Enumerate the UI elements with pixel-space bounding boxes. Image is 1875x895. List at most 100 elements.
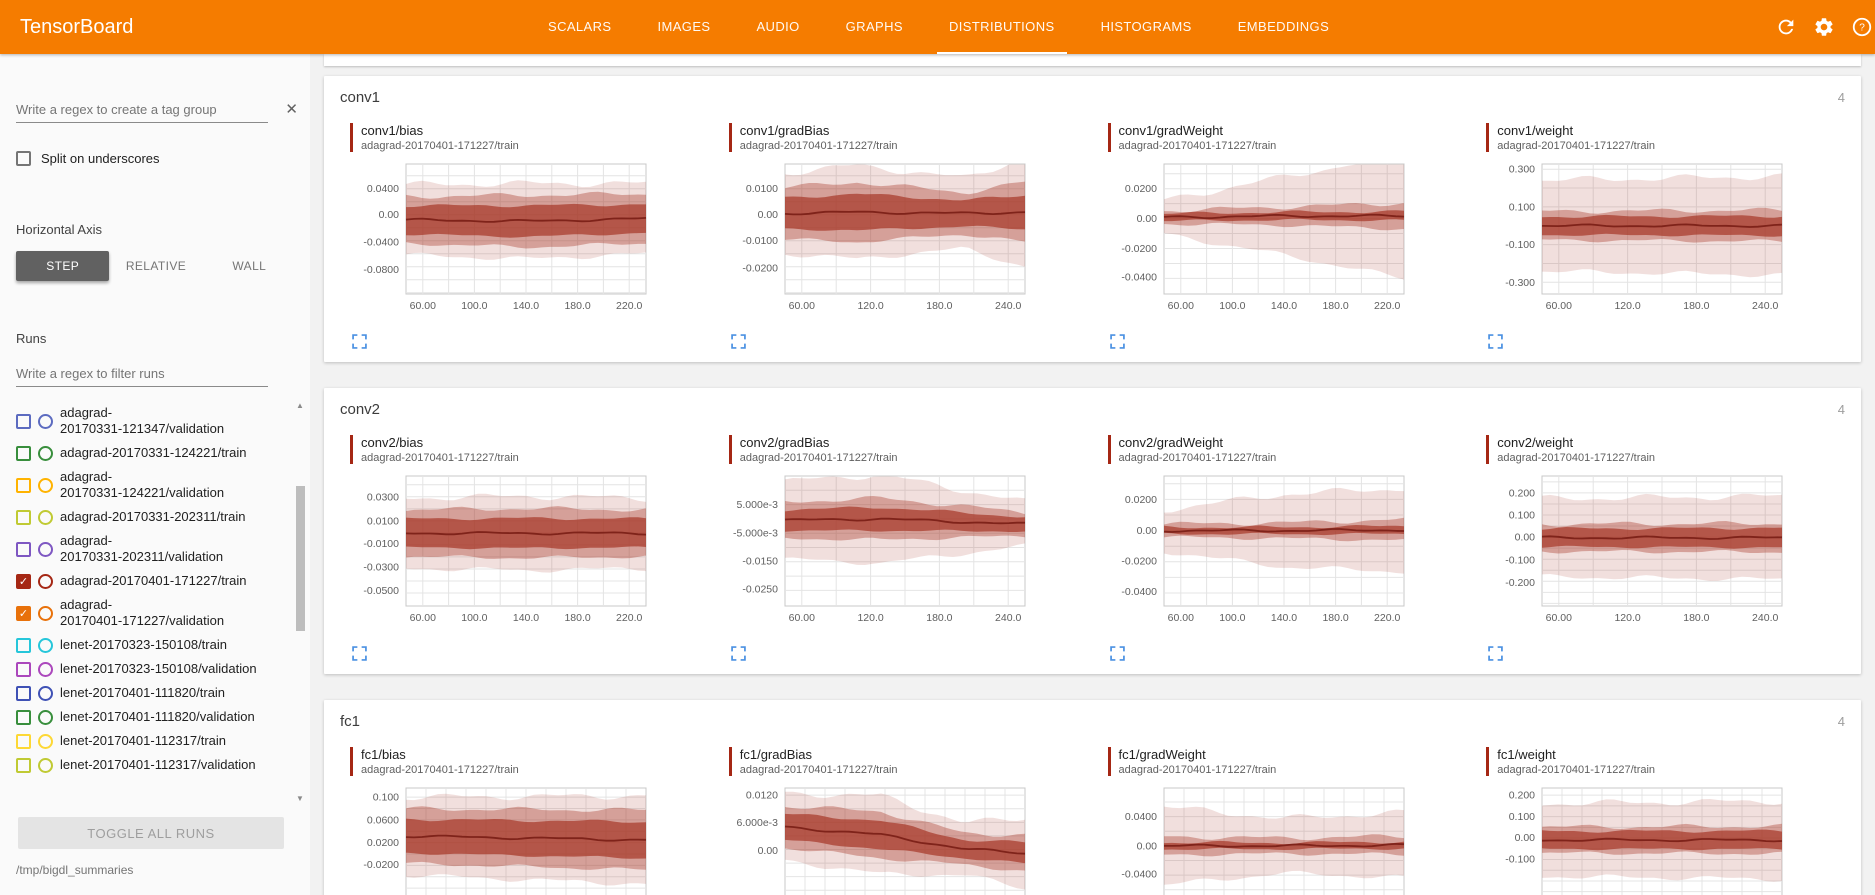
run-checkbox[interactable] — [16, 661, 31, 677]
haxis-wall-button[interactable]: WALL — [203, 251, 296, 281]
expand-icon[interactable] — [730, 334, 747, 350]
run-radio[interactable] — [38, 605, 53, 621]
run-radio[interactable] — [38, 509, 53, 525]
section-header[interactable]: conv2 4 — [324, 388, 1861, 429]
expand-icon[interactable] — [1488, 646, 1504, 662]
chart-title: conv2/gradBias — [739, 435, 830, 450]
tab-scalars[interactable]: SCALARS — [548, 19, 612, 34]
runs-scrollbar[interactable]: ▲ ▼ — [294, 401, 308, 805]
run-item[interactable]: adagrad- 20170331-202311/validation — [16, 529, 284, 569]
tab-audio[interactable]: AUDIO — [756, 19, 800, 34]
scroll-down-icon[interactable]: ▼ — [296, 794, 304, 803]
expand-icon[interactable] — [1109, 646, 1126, 662]
run-item[interactable]: ✓ adagrad-20170401-171227/train — [16, 569, 284, 593]
tab-images[interactable]: IMAGES — [657, 19, 711, 34]
run-label: lenet-20170323-150108/train — [60, 637, 227, 652]
tab-histograms[interactable]: HISTOGRAMS — [1100, 19, 1192, 34]
chart-title-block: conv2/bias adagrad-20170401-171227/train — [350, 435, 709, 464]
svg-text:0.0400: 0.0400 — [367, 183, 399, 195]
run-radio[interactable] — [38, 709, 53, 725]
horizontal-axis-label: Horizontal Axis — [16, 222, 102, 237]
run-checkbox[interactable] — [16, 509, 31, 525]
run-checkbox[interactable] — [16, 637, 31, 653]
svg-text:180.0: 180.0 — [564, 612, 590, 624]
chart-conv2-weight: conv2/weight adagrad-20170401-171227/trai… — [1476, 435, 1845, 662]
svg-text:0.0200: 0.0200 — [1124, 183, 1156, 195]
run-radio[interactable] — [38, 477, 53, 493]
run-checkbox[interactable] — [16, 445, 31, 461]
chart-run-label: adagrad-20170401-171227/train — [1118, 452, 1277, 464]
section-header[interactable]: conv1 4 — [324, 76, 1861, 117]
svg-text:-0.100: -0.100 — [1505, 853, 1535, 865]
expand-icon[interactable] — [352, 334, 368, 350]
split-underscores-checkbox[interactable] — [16, 151, 31, 166]
run-checkbox[interactable] — [16, 685, 31, 701]
run-radio[interactable] — [38, 661, 53, 677]
run-checkbox[interactable] — [16, 413, 31, 429]
section-header[interactable]: fc1 4 — [324, 700, 1861, 741]
close-icon[interactable]: ✕ — [285, 101, 298, 118]
chart-run-label: adagrad-20170401-171227/train — [361, 452, 519, 464]
scrollbar-thumb[interactable] — [296, 485, 305, 632]
scroll-up-icon[interactable]: ▲ — [296, 401, 304, 410]
run-item[interactable]: lenet-20170401-112317/train — [16, 729, 284, 753]
haxis-step-button[interactable]: STEP — [16, 251, 110, 281]
nav-tabs: SCALARS IMAGES AUDIO GRAPHS DISTRIBUTIONS HIS… — [548, 0, 1329, 54]
run-item[interactable]: lenet-20170401-111820/validation — [16, 705, 284, 729]
run-item[interactable]: lenet-20170401-112317/validation — [16, 753, 284, 777]
run-item[interactable]: adagrad- 20170331-121347/validation — [16, 401, 284, 441]
run-radio[interactable] — [38, 413, 53, 429]
expand-icon[interactable] — [1488, 334, 1504, 350]
run-label: lenet-20170401-111820/validation — [60, 709, 255, 724]
svg-text:240.0: 240.0 — [1752, 300, 1778, 312]
svg-text:60.00: 60.00 — [1546, 612, 1572, 624]
tab-distributions[interactable]: DISTRIBUTIONS — [936, 0, 1067, 54]
expand-icon[interactable] — [730, 646, 747, 662]
settings-icon[interactable] — [1813, 16, 1835, 38]
run-radio[interactable] — [38, 445, 53, 461]
run-item[interactable]: ✓ adagrad- 20170401-171227/validation — [16, 593, 284, 633]
tag-regex-input[interactable] — [16, 98, 268, 123]
svg-text:140.0: 140.0 — [513, 612, 539, 624]
runs-filter-input[interactable] — [16, 362, 268, 387]
run-item[interactable]: adagrad- 20170331-124221/validation — [16, 465, 284, 505]
run-checkbox[interactable] — [16, 733, 31, 749]
run-checkbox[interactable] — [16, 757, 31, 773]
run-radio[interactable] — [38, 637, 53, 653]
toggle-all-runs-button[interactable]: TOGGLE ALL RUNS — [18, 817, 284, 849]
svg-text:0.0600: 0.0600 — [367, 814, 399, 826]
tab-graphs[interactable]: GRAPHS — [845, 19, 903, 34]
refresh-icon[interactable] — [1775, 16, 1797, 38]
svg-text:0.00: 0.00 — [1136, 840, 1157, 852]
svg-text:0.100: 0.100 — [1509, 811, 1535, 823]
run-label: lenet-20170401-112317/validation — [60, 757, 256, 772]
run-item[interactable]: adagrad-20170331-202311/train — [16, 505, 284, 529]
run-checkbox[interactable] — [16, 477, 31, 493]
haxis-relative-button[interactable]: RELATIVE — [109, 251, 202, 281]
svg-text:220.0: 220.0 — [616, 300, 642, 312]
run-checkbox[interactable] — [16, 709, 31, 725]
tab-embeddings[interactable]: EMBEDDINGS — [1237, 19, 1330, 34]
svg-text:0.100: 0.100 — [1509, 510, 1535, 522]
run-radio[interactable] — [38, 541, 53, 557]
svg-text:-0.0300: -0.0300 — [363, 562, 399, 574]
run-item[interactable]: adagrad-20170331-124221/train — [16, 441, 284, 465]
help-icon[interactable]: ? — [1851, 16, 1873, 38]
run-checkbox[interactable] — [16, 541, 31, 557]
run-radio[interactable] — [38, 685, 53, 701]
run-item[interactable]: lenet-20170323-150108/train — [16, 633, 284, 657]
expand-icon[interactable] — [1109, 334, 1126, 350]
distribution-plot: 0.300 0.100 -0.100 -0.300 60.00 120.0 180.0 240… — [1505, 163, 1783, 312]
chart-run-label: adagrad-20170401-171227/train — [1497, 140, 1656, 152]
run-item[interactable]: lenet-20170401-111820/train — [16, 681, 284, 705]
distribution-plot: 0.100 0.0600 0.0200 -0.0200 — [363, 787, 647, 895]
run-checkbox[interactable]: ✓ — [16, 605, 31, 621]
run-radio[interactable] — [38, 733, 53, 749]
run-radio[interactable] — [38, 757, 53, 773]
expand-icon[interactable] — [352, 646, 368, 662]
split-underscores-row[interactable]: Split on underscores — [16, 151, 310, 166]
run-radio[interactable] — [38, 573, 53, 589]
run-checkbox[interactable]: ✓ — [16, 573, 31, 589]
run-item[interactable]: lenet-20170323-150108/validation — [16, 657, 284, 681]
